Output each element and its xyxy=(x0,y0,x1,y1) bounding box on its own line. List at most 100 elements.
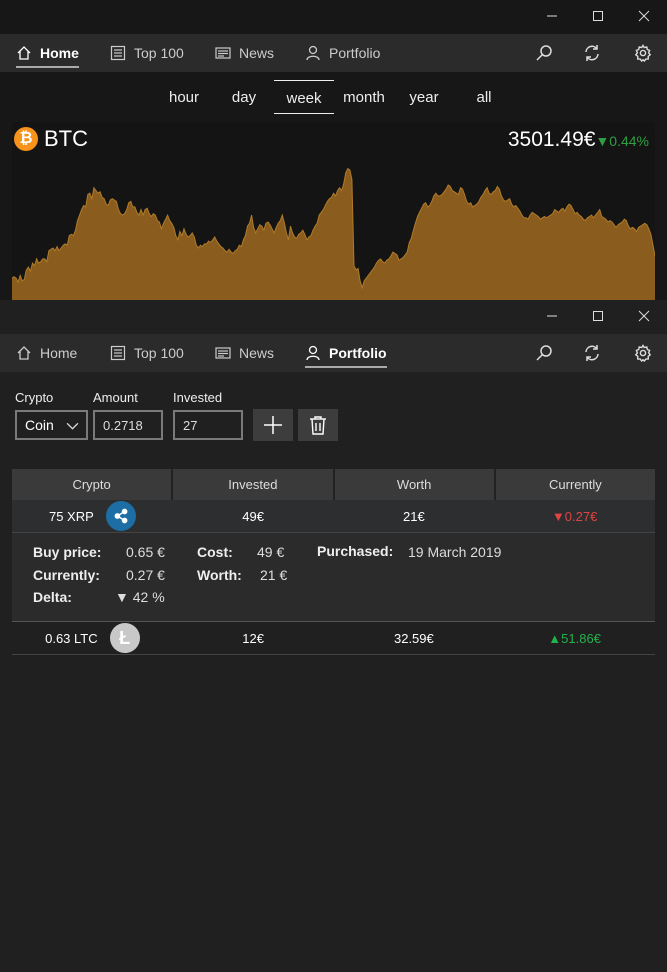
search-button[interactable] xyxy=(524,334,564,372)
gear-icon xyxy=(634,44,652,62)
tab-news[interactable]: News xyxy=(215,334,274,372)
tab-news[interactable]: News xyxy=(215,34,274,72)
delete-button[interactable] xyxy=(298,409,338,441)
tab-home-label: Home xyxy=(40,45,79,61)
person-icon xyxy=(306,345,320,361)
xrp-logo-icon xyxy=(105,501,136,531)
buy-price-value: 0.65 € xyxy=(126,544,165,560)
home-icon xyxy=(17,346,31,360)
tab-news-label: News xyxy=(239,345,275,361)
header-crypto[interactable]: Crypto xyxy=(12,469,174,500)
tab-portfolio[interactable]: Portfolio xyxy=(305,334,387,372)
header-invested[interactable]: Invested xyxy=(173,469,335,500)
list-icon xyxy=(110,45,126,61)
coin-dropdown-value: Coin xyxy=(25,417,54,433)
table-row[interactable]: 75 XRP 49€ 21€ ▼ 0.27€ xyxy=(12,500,655,533)
price-area-series xyxy=(12,168,655,300)
cell-invested: 49€ xyxy=(242,508,264,524)
currently-value: 0.27 € xyxy=(126,567,165,583)
refresh-button[interactable] xyxy=(572,334,612,372)
tab-top100-label: Top 100 xyxy=(134,345,184,361)
coin-price: 3501.49€ xyxy=(507,128,596,151)
coin-header: ₿ BTC xyxy=(14,126,88,152)
tab-portfolio[interactable]: Portfolio xyxy=(305,34,380,72)
change-arrow: ▲ xyxy=(548,630,562,646)
amount-input[interactable]: 0.2718 xyxy=(93,410,163,440)
refresh-icon xyxy=(585,345,599,361)
close-icon xyxy=(638,310,650,322)
range-hour[interactable]: hour xyxy=(168,89,200,106)
newspaper-icon xyxy=(215,347,231,359)
minimize-button[interactable] xyxy=(529,300,575,332)
search-icon xyxy=(536,345,552,361)
cell-crypto: 0.63 LTC Ł xyxy=(12,623,173,653)
active-tab-indicator xyxy=(305,366,387,368)
chevron-down-icon xyxy=(66,422,79,430)
tab-home[interactable]: Home xyxy=(16,34,79,72)
minimize-button[interactable] xyxy=(529,0,575,32)
amount-label: Amount xyxy=(93,390,138,405)
time-range-selector: hour day week month year all xyxy=(0,80,667,114)
current-value: 51.86€ xyxy=(561,630,601,646)
delta-arrow: ▼ xyxy=(115,589,129,605)
range-month[interactable]: month xyxy=(343,89,385,106)
price-line-series xyxy=(12,167,655,290)
currently-label: Currently: xyxy=(33,567,100,583)
delta-label: Delta: xyxy=(33,589,72,605)
crypto-amount: 75 XRP xyxy=(48,508,94,524)
invested-label: Invested xyxy=(173,390,223,405)
header-worth[interactable]: Worth xyxy=(334,469,496,500)
person-icon xyxy=(306,45,320,61)
tab-home[interactable]: Home xyxy=(16,334,77,372)
close-button[interactable] xyxy=(621,300,667,332)
trash-icon xyxy=(310,416,326,435)
tab-home-label: Home xyxy=(40,345,78,361)
price-change-arrow: ▼ xyxy=(595,133,610,149)
price-area-chart xyxy=(12,167,655,300)
title-bar xyxy=(0,0,667,32)
tab-top100-label: Top 100 xyxy=(134,45,184,61)
minimize-icon xyxy=(547,15,557,17)
coin-price-block: 3501.49€▼0.44% xyxy=(508,128,649,152)
worth-label: Worth: xyxy=(197,567,242,583)
minimize-icon xyxy=(547,315,557,317)
header-currently[interactable]: Currently xyxy=(495,469,655,500)
cell-crypto: 75 XRP xyxy=(12,501,173,531)
invested-input[interactable]: 27 xyxy=(173,410,243,440)
nav-bar: Home Top 100 News Portfolio xyxy=(0,334,667,372)
range-week[interactable]: week xyxy=(274,80,334,114)
price-chart: ₿ BTC 3501.49€▼0.44% xyxy=(12,122,655,300)
tab-top100[interactable]: Top 100 xyxy=(110,334,184,372)
settings-button[interactable] xyxy=(623,334,663,372)
home-window: Home Top 100 News Portfolio hour day wee… xyxy=(0,0,667,300)
change-arrow: ▼ xyxy=(551,508,565,524)
range-year[interactable]: year xyxy=(409,89,439,106)
litecoin-logo-icon: Ł xyxy=(109,623,140,653)
crypto-label: Crypto xyxy=(15,390,54,405)
cell-invested: 12€ xyxy=(242,630,264,646)
refresh-button[interactable] xyxy=(572,34,612,72)
cell-worth: 32.59€ xyxy=(393,630,434,646)
bitcoin-logo-icon: ₿ xyxy=(14,127,38,151)
close-button[interactable] xyxy=(621,0,667,32)
purchased-label: Purchased: xyxy=(317,543,394,559)
delta-percent: 42 % xyxy=(132,589,165,605)
maximize-button[interactable] xyxy=(575,300,621,332)
settings-button[interactable] xyxy=(623,34,663,72)
search-button[interactable] xyxy=(524,34,564,72)
refresh-icon xyxy=(585,45,599,61)
coin-dropdown[interactable]: Coin xyxy=(15,410,88,440)
maximize-button[interactable] xyxy=(575,0,621,32)
row-details: Buy price: 0.65 € Currently: 0.27 € Delt… xyxy=(12,533,655,622)
add-button[interactable] xyxy=(253,409,293,441)
home-icon xyxy=(17,46,31,60)
cell-currently: ▼ 0.27€ xyxy=(494,509,655,524)
amount-input-value: 0.2718 xyxy=(103,417,143,433)
range-day[interactable]: day xyxy=(231,89,257,106)
current-value: 0.27€ xyxy=(564,508,598,524)
tab-top100[interactable]: Top 100 xyxy=(110,34,184,72)
range-all[interactable]: all xyxy=(476,89,492,106)
list-icon xyxy=(110,345,126,361)
invested-input-value: 27 xyxy=(183,417,198,433)
table-row[interactable]: 0.63 LTC Ł 12€ 32.59€ ▲ 51.86€ xyxy=(12,622,655,655)
